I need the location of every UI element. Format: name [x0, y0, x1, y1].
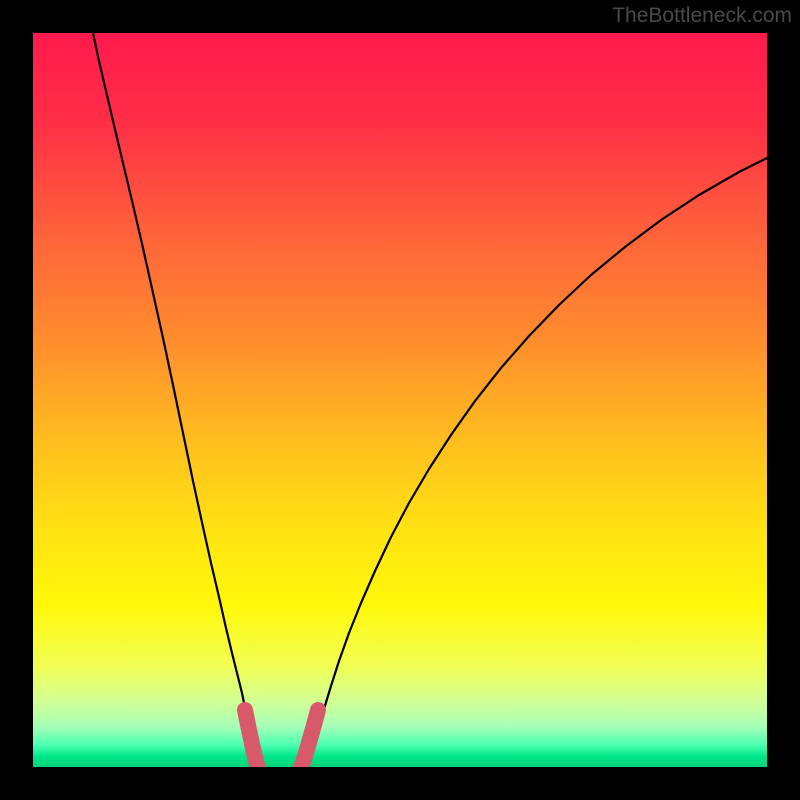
plot-area: [33, 33, 767, 767]
chart-svg: [33, 33, 767, 767]
watermark-text: TheBottleneck.com: [612, 4, 792, 28]
gradient-background: [33, 33, 767, 767]
